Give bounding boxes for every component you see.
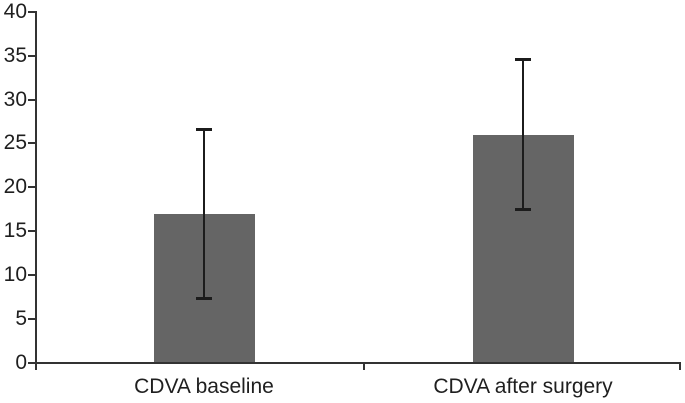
error-bar-cap-bottom: [515, 208, 531, 212]
y-axis-tick-label: 40: [3, 0, 27, 23]
y-axis-tick-label: 35: [3, 43, 27, 67]
y-axis-tick-label: 25: [3, 131, 27, 155]
x-axis-tick: [35, 363, 37, 370]
x-axis-tick: [679, 363, 681, 370]
y-axis-tick: [28, 11, 36, 13]
y-axis-tick-label: 20: [3, 175, 27, 199]
y-axis-tick: [28, 361, 36, 364]
y-axis-tick: [28, 54, 36, 57]
error-bar-cap-top: [515, 58, 531, 62]
x-axis-category-label: CDVA baseline: [134, 375, 274, 398]
y-axis-tick: [28, 230, 36, 233]
error-bar-cap-top: [196, 127, 212, 131]
y-axis-tick-label: 30: [3, 87, 27, 111]
x-axis-category-label: CDVA after surgery: [433, 375, 613, 398]
y-axis-tick-label: 5: [15, 306, 27, 330]
error-bar-stem: [522, 59, 524, 211]
y-axis-tick: [28, 273, 36, 276]
y-axis-tick: [28, 317, 36, 320]
x-axis-line: [35, 361, 681, 364]
x-axis-tick: [363, 363, 365, 370]
y-axis-tick-label: 0: [15, 350, 27, 374]
y-axis-tick: [28, 142, 36, 145]
y-axis-tick-label: 10: [3, 262, 27, 286]
y-axis-tick: [28, 98, 36, 101]
error-bar-cap-bottom: [196, 296, 212, 300]
y-axis-tick-label: 15: [3, 219, 27, 243]
y-axis-line: [35, 11, 37, 364]
y-axis-tick: [28, 186, 36, 189]
error-bar-stem: [203, 128, 205, 299]
